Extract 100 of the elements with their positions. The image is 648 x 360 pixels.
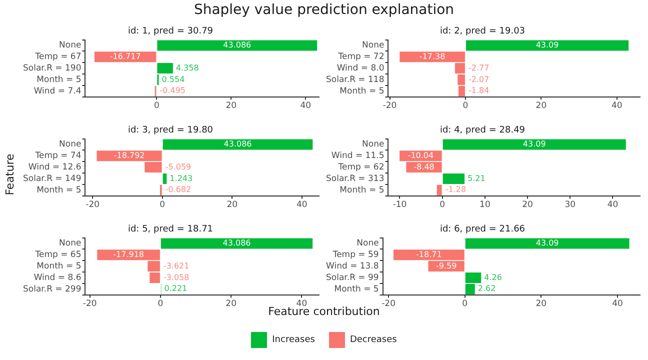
x-tick-label: 20 [536, 101, 547, 112]
x-tick-label: 0 [158, 299, 164, 310]
x-tick-label: -10 [392, 200, 407, 210]
x-tick-label: 40 [296, 200, 308, 210]
chart-title: id: 3, pred = 19.80 [128, 126, 214, 136]
legend-label: Increases [272, 335, 315, 345]
data-label: -8.48 [414, 162, 434, 172]
data-label: -18.792 [114, 150, 145, 160]
data-label: -1.28 [445, 185, 466, 194]
y-tick-label: Solar.R = 99 [326, 272, 379, 283]
chart-title: id: 6, pred = 21.66 [440, 224, 526, 235]
y-tick-label: None [362, 140, 384, 150]
y-tick-label: Temp = 67 [34, 52, 82, 62]
x-tick-label: -20 [86, 200, 100, 210]
y-tick-label: None [59, 140, 82, 150]
bar [442, 139, 626, 150]
bar [157, 40, 318, 51]
data-label: -2.07 [468, 74, 490, 84]
x-tick-label: 20 [226, 200, 238, 210]
data-label: 4.358 [176, 63, 199, 72]
x-tick-label: 0 [462, 299, 468, 310]
y-tick-label: Temp = 74 [34, 151, 82, 162]
data-label: 5.21 [468, 174, 486, 183]
y-tick-label: Temp = 72 [337, 52, 384, 62]
legend-label: Decreases [350, 335, 397, 345]
x-tick-label: 0 [440, 200, 446, 210]
chart-title: id: 2, pred = 19.03 [440, 26, 526, 37]
chart-title: id: 5, pred = 18.71 [128, 224, 214, 235]
x-tick-label: 20 [226, 299, 236, 310]
x-tick-label: -20 [382, 101, 397, 112]
data-label: 0.554 [162, 74, 185, 84]
y-tick-label: Solar.R = 190 [22, 64, 82, 74]
x-tick-label: -20 [382, 299, 396, 310]
y-tick-label: None [356, 238, 379, 249]
chart-title: id: 4, pred = 28.49 [440, 126, 526, 136]
y-tick-label: Temp = 65 [34, 250, 82, 260]
x-tick-label: 40 [300, 101, 312, 112]
data-label: 43.09 [536, 40, 559, 50]
y-tick-label: Month = 5 [340, 185, 384, 196]
data-label: 43.09 [522, 140, 546, 149]
data-label: 43.086 [224, 140, 252, 149]
x-tick-label: 20 [536, 299, 547, 310]
data-label: -9.59 [436, 261, 457, 270]
bar [442, 173, 465, 184]
y-tick-label: Solar.R = 118 [326, 74, 384, 85]
y-tick-label: None [362, 40, 384, 51]
data-label: -18.71 [416, 250, 442, 259]
y-tick-label: Wind = 13.8 [326, 262, 379, 272]
y-tick-label: None [59, 40, 82, 51]
y-tick-label: Wind = 7.4 [34, 86, 82, 96]
y-tick-label: Temp = 59 [332, 250, 379, 260]
x-tick-label: 30 [564, 200, 576, 210]
x-tick-label: 20 [522, 200, 533, 210]
x-tick-label: 10 [480, 200, 490, 210]
y-tick-label: Wind = 8.0 [336, 64, 384, 74]
data-label: -1.84 [468, 86, 490, 96]
x-tick-label: 0 [462, 101, 468, 112]
y-tick-label: Month = 5 [36, 74, 82, 85]
x-tick-label: 40 [607, 200, 618, 210]
data-label: -3.058 [163, 272, 190, 282]
data-label: -0.682 [165, 185, 192, 194]
x-tick-label: 0 [154, 101, 160, 112]
data-label: -5.059 [165, 162, 192, 172]
y-tick-label: None [59, 238, 82, 249]
y-tick-label: Month = 5 [36, 262, 82, 272]
y-tick-label: Wind = 12.6 [28, 162, 82, 173]
data-label: 1.243 [170, 174, 193, 183]
text: Feature [4, 152, 16, 198]
data-label: 43.086 [223, 40, 252, 50]
bar [465, 238, 630, 249]
x-tick-label: 40 [612, 299, 623, 310]
data-label: 43.086 [222, 238, 251, 248]
x-tick-label: 20 [226, 101, 237, 112]
x-tick-label: -20 [82, 299, 97, 310]
y-tick-label: Month = 5 [340, 86, 384, 96]
data-label: -17.918 [113, 250, 144, 259]
data-label: 0.221 [164, 284, 188, 294]
data-label: -2.77 [468, 63, 490, 72]
bar [162, 173, 167, 184]
data-label: -17.38 [419, 52, 446, 61]
y-tick-label: Solar.R = 149 [22, 174, 82, 184]
data-label: -3.621 [163, 261, 190, 270]
x-tick-label: 0 [160, 200, 166, 210]
y-tick-label: Month = 5 [36, 185, 82, 196]
bar [436, 184, 442, 196]
chart-title: id: 1, pred = 30.79 [128, 26, 214, 37]
data-label: -16.717 [110, 52, 141, 61]
text: Shapley value prediction explanation [192, 2, 456, 18]
x-tick-label: 40 [611, 101, 622, 112]
y-tick-label: Temp = 62 [337, 162, 384, 173]
y-tick-label: Solar.R = 299 [22, 284, 82, 294]
y-tick-label: Wind = 11.5 [331, 151, 384, 162]
data-label: 43.09 [536, 238, 559, 248]
data-label: -10.04 [408, 150, 434, 160]
data-label: 4.26 [484, 272, 502, 282]
data-label: 2.62 [478, 284, 496, 294]
data-label: -0.495 [160, 86, 186, 96]
y-tick-label: Month = 5 [334, 284, 379, 294]
y-tick-label: Solar.R = 313 [326, 174, 384, 184]
y-tick-label: Wind = 8.6 [34, 272, 82, 283]
